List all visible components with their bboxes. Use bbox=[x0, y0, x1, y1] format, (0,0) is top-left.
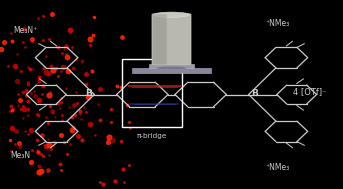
Ellipse shape bbox=[154, 12, 189, 17]
Ellipse shape bbox=[156, 66, 187, 70]
FancyBboxPatch shape bbox=[153, 14, 167, 64]
Text: 4 [OTf]⁻: 4 [OTf]⁻ bbox=[293, 87, 327, 96]
Bar bbox=[149, 64, 194, 68]
Text: Me₃N⁺: Me₃N⁺ bbox=[13, 26, 37, 35]
Bar bbox=[122, 59, 182, 127]
Bar bbox=[132, 68, 211, 73]
Text: B: B bbox=[251, 89, 258, 98]
FancyBboxPatch shape bbox=[152, 14, 191, 65]
Text: B: B bbox=[85, 89, 92, 98]
Text: π-bridge: π-bridge bbox=[137, 133, 167, 139]
Text: ⁺NMe₃: ⁺NMe₃ bbox=[266, 19, 290, 28]
Text: ⁺NMe₃: ⁺NMe₃ bbox=[266, 163, 290, 172]
Text: Me₃N: Me₃N bbox=[10, 151, 31, 160]
